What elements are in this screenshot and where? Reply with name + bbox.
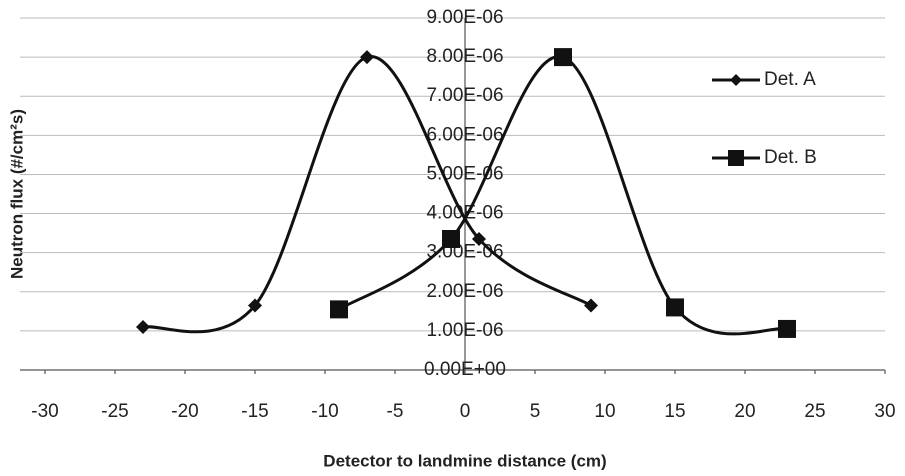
x-tick-label: -15 xyxy=(241,401,268,422)
marker xyxy=(554,48,572,67)
x-tick-label: 0 xyxy=(460,401,471,422)
legend-label: Det. B xyxy=(764,147,817,168)
marker xyxy=(666,298,684,317)
y-tick-label: 0.00E+00 xyxy=(424,359,506,380)
x-tick-label: -5 xyxy=(387,401,404,422)
x-tick-label: 5 xyxy=(530,401,541,422)
x-tick-label: 15 xyxy=(664,401,685,422)
x-tick-label: 10 xyxy=(594,401,615,422)
legend-marker xyxy=(728,150,744,166)
marker xyxy=(584,298,598,313)
x-tick-label: 25 xyxy=(804,401,825,422)
y-tick-label: 1.00E-06 xyxy=(426,320,503,341)
y-tick-label: 2.00E-06 xyxy=(426,281,503,302)
y-tick-label: 5.00E-06 xyxy=(426,163,503,184)
x-tick-label: 20 xyxy=(734,401,755,422)
legend-marker xyxy=(730,74,742,86)
y-tick-label: 6.00E-06 xyxy=(426,124,503,145)
marker xyxy=(442,229,460,248)
x-tick-label: -10 xyxy=(311,401,338,422)
x-tick-label: 30 xyxy=(874,401,895,422)
marker xyxy=(472,231,486,246)
y-tick-label: 7.00E-06 xyxy=(426,85,503,106)
marker xyxy=(778,319,796,338)
legend-label: Det. A xyxy=(764,69,816,90)
y-tick-label: 9.00E-06 xyxy=(426,7,503,28)
series-line xyxy=(142,55,592,334)
x-tick-label: -25 xyxy=(101,401,128,422)
marker xyxy=(330,300,348,319)
marker xyxy=(248,298,262,313)
x-tick-label: -20 xyxy=(171,401,198,422)
y-tick-label: 8.00E-06 xyxy=(426,46,503,67)
marker xyxy=(360,50,374,65)
marker xyxy=(136,319,150,334)
y-tick-label: 4.00E-06 xyxy=(426,203,503,224)
x-axis-title: Detector to landmine distance (cm) xyxy=(323,451,606,470)
x-tick-label: -30 xyxy=(31,401,58,422)
y-axis-title: Neutron flux (#/cm²s) xyxy=(7,109,26,279)
